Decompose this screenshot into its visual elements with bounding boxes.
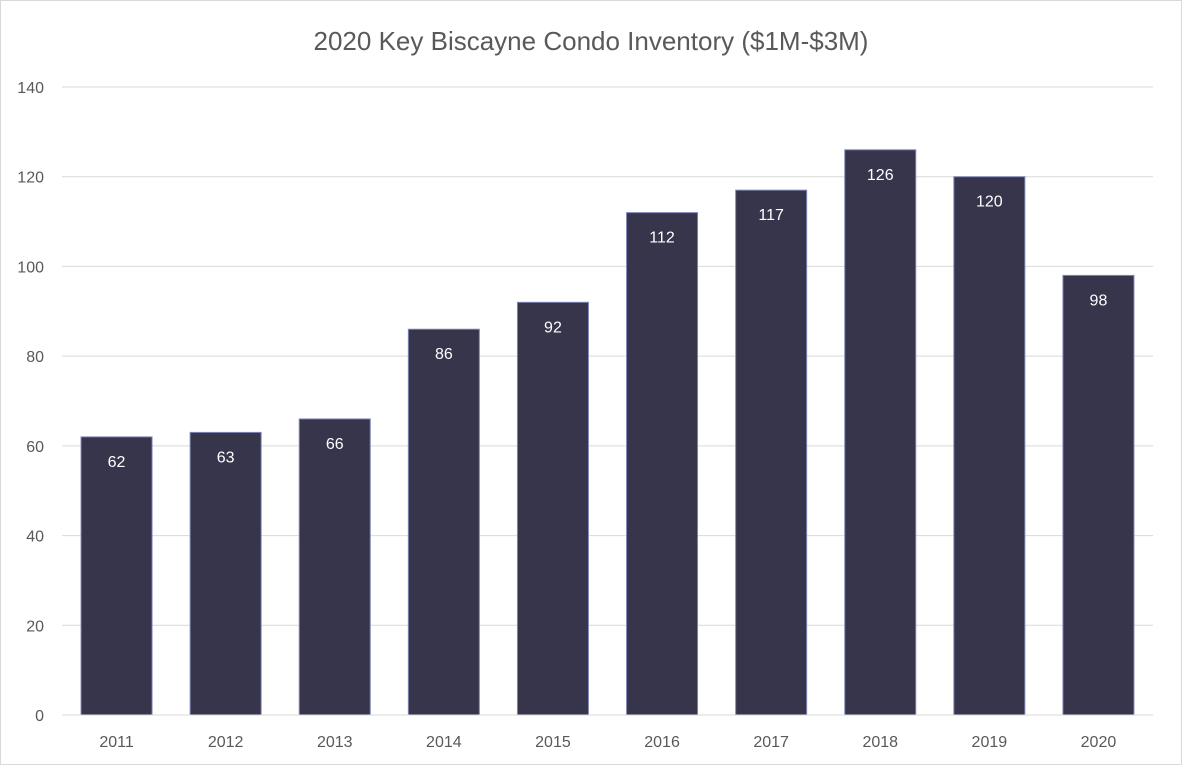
x-tick-label: 2011 bbox=[99, 734, 134, 751]
bar bbox=[1062, 274, 1135, 716]
bar bbox=[80, 436, 153, 716]
bar bbox=[844, 149, 917, 716]
data-label: 120 bbox=[976, 194, 1003, 211]
bar bbox=[626, 212, 699, 716]
data-label: 92 bbox=[544, 319, 562, 336]
x-tick-label: 2016 bbox=[644, 734, 680, 751]
y-tick-label: 120 bbox=[17, 170, 44, 187]
bar bbox=[953, 176, 1026, 716]
x-tick-label: 2017 bbox=[753, 734, 789, 751]
data-label: 66 bbox=[326, 436, 344, 453]
data-label: 63 bbox=[217, 449, 235, 466]
y-axis-ticks: 0 20 40 60 80 100 120 140 bbox=[17, 80, 44, 725]
bar bbox=[189, 431, 262, 716]
x-tick-label: 2018 bbox=[862, 734, 898, 751]
x-tick-label: 2013 bbox=[317, 734, 353, 751]
bar bbox=[407, 328, 480, 716]
x-tick-label: 2012 bbox=[208, 734, 244, 751]
data-label: 98 bbox=[1090, 292, 1108, 309]
y-tick-label: 140 bbox=[17, 80, 44, 97]
bar bbox=[298, 418, 371, 716]
y-tick-label: 40 bbox=[26, 529, 44, 546]
data-label: 117 bbox=[758, 207, 784, 224]
data-label: 86 bbox=[435, 346, 453, 363]
bars: 62 63 66 86 92 112 117 126 120 98 bbox=[80, 149, 1135, 716]
data-label: 126 bbox=[867, 167, 894, 184]
chart-title: 2020 Key Biscayne Condo Inventory ($1M-$… bbox=[313, 26, 869, 56]
x-tick-label: 2020 bbox=[1081, 734, 1117, 751]
y-tick-label: 100 bbox=[17, 259, 44, 276]
y-tick-label: 60 bbox=[26, 439, 44, 456]
data-label: 62 bbox=[108, 454, 126, 471]
x-axis-ticks: 2011 2012 2013 2014 2015 2016 2017 2018 2019 2020 bbox=[99, 734, 1116, 751]
x-tick-label: 2019 bbox=[972, 734, 1008, 751]
y-tick-label: 0 bbox=[35, 708, 44, 725]
bar bbox=[735, 189, 808, 716]
x-tick-label: 2014 bbox=[426, 734, 462, 751]
y-tick-label: 20 bbox=[26, 618, 44, 635]
x-tick-label: 2015 bbox=[535, 734, 571, 751]
data-label: 112 bbox=[649, 230, 675, 247]
y-tick-label: 80 bbox=[26, 349, 44, 366]
bar bbox=[516, 301, 589, 716]
